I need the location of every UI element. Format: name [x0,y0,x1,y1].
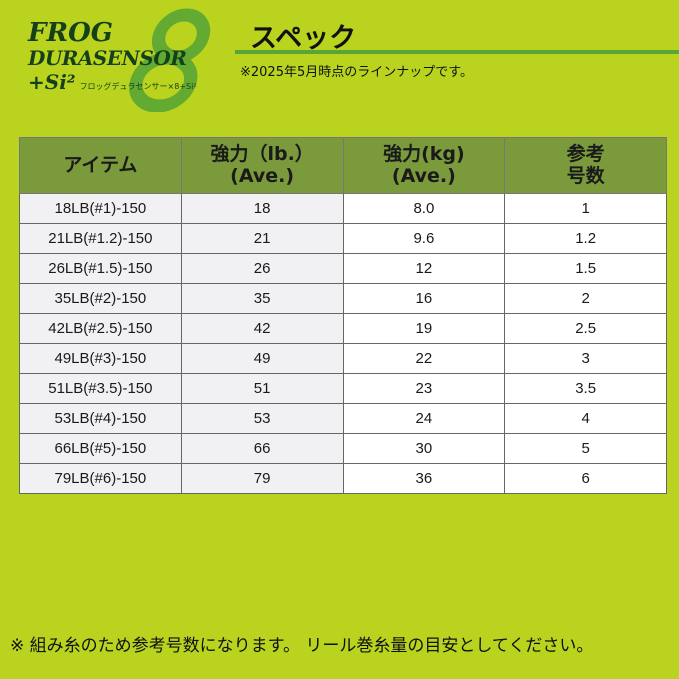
table-cell: 9.6 [342,223,506,254]
table-cell: 1.2 [504,223,667,254]
table-cell: 22 [342,343,506,374]
table-row: 35LB(#2)-150 35 16 2 [19,283,667,314]
table-row: 21LB(#1.2)-150 21 9.6 1.2 [19,223,667,254]
table-cell: 12 [342,253,506,284]
table-cell: 66LB(#5)-150 [19,433,182,464]
table-cell: 2.5 [504,313,667,344]
table-cell: 51LB(#3.5)-150 [19,373,182,404]
table-cell: 6 [504,463,667,494]
table-cell: 24 [342,403,506,434]
table-cell: 49 [180,343,344,374]
table-header-row: アイテム 強力（lb.） (Ave.) 強力(kg) (Ave.) 参考 号数 [19,137,667,194]
table-cell: 51 [180,373,344,404]
table-cell: 42LB(#2.5)-150 [19,313,182,344]
table-cell: 21 [180,223,344,254]
column-header: 強力(kg) (Ave.) [342,137,506,194]
logo-line2: DURASENSOR [28,46,187,70]
table-row: 66LB(#5)-150 66 30 5 [19,433,667,464]
table-row: 18LB(#1)-150 18 8.0 1 [19,193,667,224]
table-cell: 16 [342,283,506,314]
table-cell: 79 [180,463,344,494]
logo-eight-graphic [129,8,211,112]
column-header: 参考 号数 [504,137,667,194]
table-cell: 26 [180,253,344,284]
table-cell: 21LB(#1.2)-150 [19,223,182,254]
table-cell: 53 [180,403,344,434]
table-cell: 35 [180,283,344,314]
column-header-text: アイテム [63,153,138,176]
table-cell: 79LB(#6)-150 [19,463,182,494]
table-cell: 35LB(#2)-150 [19,283,182,314]
column-header-text: 強力（lb.） [210,142,314,165]
logo-line1: FROG [28,18,113,48]
table-row: 53LB(#4)-150 53 24 4 [19,403,667,434]
column-header: アイテム [19,137,182,194]
column-header-text: (Ave.) [391,164,456,187]
logo-kana: フロッグデュラセンサー×8+Si² [79,82,197,91]
table-cell: 30 [342,433,506,464]
table-cell: 3.5 [504,373,667,404]
footnote: ※ 組み糸のため参考号数になります。 リール巻糸量の目安としてください。 [10,636,594,656]
table-cell: 18LB(#1)-150 [19,193,182,224]
table-cell: 2 [504,283,667,314]
table-cell: 42 [180,313,344,344]
table-cell: 23 [342,373,506,404]
table-row: 42LB(#2.5)-150 42 19 2.5 [19,313,667,344]
column-header-text: 参考 [566,142,605,165]
table-row: 51LB(#3.5)-150 51 23 3.5 [19,373,667,404]
table-cell: 1 [504,193,667,224]
table-cell: 26LB(#1.5)-150 [19,253,182,284]
table-cell: 5 [504,433,667,464]
table-cell: 1.5 [504,253,667,284]
column-header-text: 号数 [566,164,605,187]
table-cell: 49LB(#3)-150 [19,343,182,374]
table-cell: 19 [342,313,506,344]
table-row: 79LB(#6)-150 79 36 6 [19,463,667,494]
column-header: 強力（lb.） (Ave.) [180,137,344,194]
brand-logo: FROG DURASENSOR +Si² フロッグデュラセンサー×8+Si² [28,8,218,112]
table-cell: 36 [342,463,506,494]
table-cell: 4 [504,403,667,434]
table-row: 26LB(#1.5)-150 26 12 1.5 [19,253,667,284]
column-header-text: 強力(kg) [383,142,465,165]
title-divider [235,50,679,54]
table-cell: 66 [180,433,344,464]
table-cell: 3 [504,343,667,374]
table-row: 49LB(#3)-150 49 22 3 [19,343,667,374]
column-header-text: (Ave.) [230,164,295,187]
table-cell: 53LB(#4)-150 [19,403,182,434]
logo-line3: +Si² [28,70,76,94]
table-cell: 8.0 [342,193,506,224]
page-title: スペック [250,23,357,54]
lineup-note: ※2025年5月時点のラインナップです。 [240,65,473,80]
spec-table: アイテム 強力（lb.） (Ave.) 強力(kg) (Ave.) 参考 号数 18LB(#… [19,137,667,494]
table-cell: 18 [180,193,344,224]
